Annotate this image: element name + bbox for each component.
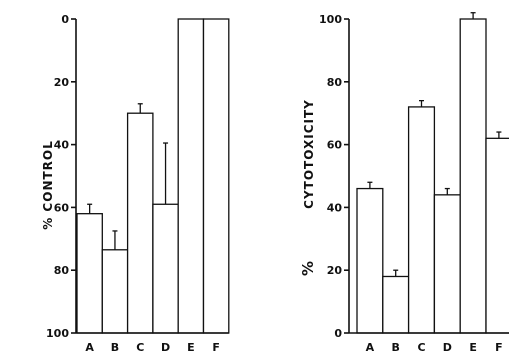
y-axis-label-right-bottom: % [299,260,317,276]
chart-cytotoxicity: CYTOTOXICITY % 0 20 40 60 80 100 A B C D E F [299,12,509,354]
y-tick-label: 100 [319,13,342,26]
bar-a [76,213,103,334]
bar-b [101,249,129,334]
bar-c [126,112,154,334]
category-label-e: E [187,341,195,354]
y-tick-label: 60 [54,201,70,214]
category-label-a: A [366,341,375,354]
y-tick-label: 100 [46,327,69,340]
y-axis-label-left: % CONTROL [41,140,55,230]
category-label-b: B [111,341,119,354]
chart-percent-control: % CONTROL 0 20 40 60 80 100 A B C D E F [41,13,230,354]
category-label-e: E [469,341,477,354]
category-label-a: A [85,341,94,354]
bars-left [76,18,230,334]
bar-e [177,18,205,334]
bar-a [356,187,384,334]
bar-f [202,18,230,334]
category-label-c: C [136,341,144,354]
bar-f [485,137,509,334]
y-tick-label: 20 [54,76,70,89]
category-label-d: D [161,341,170,354]
category-label-d: D [443,341,452,354]
y-tick-label: 0 [334,327,342,340]
y-tick-label: 80 [327,76,343,89]
y-tick-labels-right: 0 20 40 60 80 100 [319,13,349,340]
bars-right [356,12,509,334]
y-tick-label: 20 [327,264,343,277]
category-label-b: B [392,341,400,354]
category-label-f: F [212,341,220,354]
y-tick-label: 40 [54,139,70,152]
category-label-f: F [495,341,503,354]
bar-d [433,194,461,334]
y-tick-label: 40 [327,201,343,214]
bar-e [459,18,487,334]
bar-d [152,203,179,334]
y-axis-label-right-top: CYTOTOXICITY [302,99,316,209]
y-tick-label: 60 [327,139,343,152]
category-labels-left: A B C D E F [85,341,220,354]
y-tick-labels-left: 0 20 40 60 80 100 [46,13,76,340]
category-labels-right: A B C D E F [366,341,503,354]
category-label-c: C [417,341,425,354]
y-tick-label: 0 [61,13,69,26]
y-tick-label: 80 [54,264,70,277]
bar-c [407,106,436,334]
bar-b [382,275,410,334]
